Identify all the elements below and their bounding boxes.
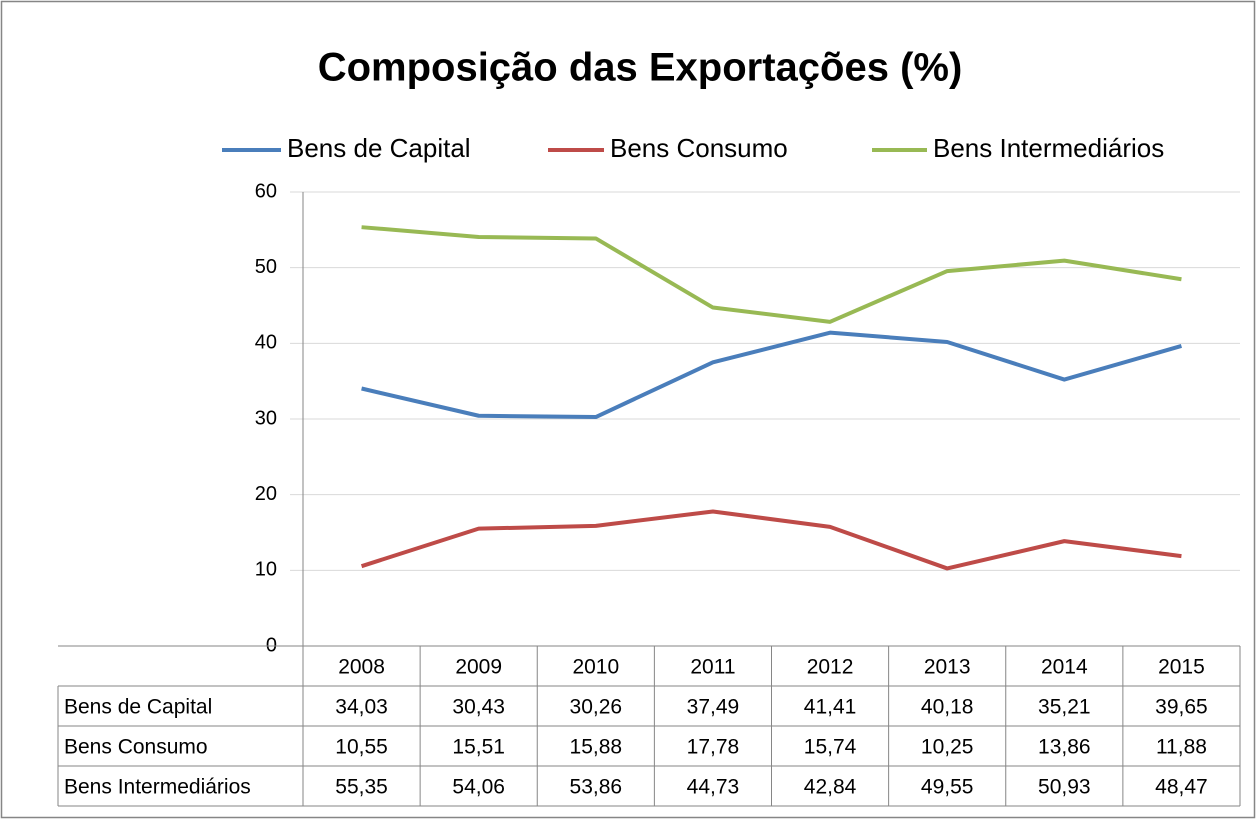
table-cell: 44,73	[687, 776, 740, 799]
table-cell: 11,88	[1156, 736, 1207, 759]
y-tick-label: 50	[255, 256, 277, 278]
row-label: Bens de Capital	[64, 696, 212, 719]
x-tick-label: 2014	[1041, 656, 1088, 679]
x-tick-label: 2011	[690, 656, 735, 679]
y-tick-label: 30	[255, 407, 277, 429]
table-cell: 55,35	[335, 776, 388, 799]
y-tick-label: 20	[255, 483, 277, 505]
table-cell: 54,06	[452, 776, 505, 799]
x-tick-label: 2008	[338, 656, 385, 679]
y-tick-label: 0	[266, 634, 277, 656]
table-cell: 39,65	[1155, 696, 1208, 719]
x-tick-label: 2012	[807, 656, 854, 679]
table-cell: 13,86	[1038, 736, 1091, 759]
table-cell: 37,49	[687, 696, 740, 719]
table-cell: 10,25	[921, 736, 974, 759]
y-tick-label: 10	[255, 559, 277, 581]
table-cell: 15,74	[804, 736, 857, 759]
series-line	[361, 225, 1182, 324]
y-tick-label: 60	[255, 180, 277, 202]
table-cell: 30,26	[570, 696, 623, 719]
table-cell: 30,43	[452, 696, 505, 719]
x-tick-label: 2015	[1158, 656, 1205, 679]
table-cell: 40,18	[921, 696, 974, 719]
table-cell: 35,21	[1038, 696, 1091, 719]
table-cell: 49,55	[921, 776, 974, 799]
table-cell: 50,93	[1038, 776, 1091, 799]
table-cell: 10,55	[335, 736, 388, 759]
table-cell: 34,03	[335, 696, 388, 719]
legend-label: Bens Consumo	[610, 133, 788, 163]
series-line	[361, 330, 1182, 420]
chart-title: Composição das Exportações (%)	[318, 46, 963, 90]
series-line	[360, 509, 1182, 571]
table-cell: 48,47	[1155, 776, 1208, 799]
table-cell: 15,51	[452, 736, 505, 759]
x-tick-label: 2009	[455, 656, 502, 679]
row-label: Bens Consumo	[64, 736, 208, 759]
table-cell: 53,86	[570, 776, 623, 799]
x-tick-label: 2010	[572, 656, 619, 679]
table-cell: 17,78	[687, 736, 740, 759]
legend-label: Bens de Capital	[287, 133, 471, 163]
legend-label: Bens Intermediários	[933, 133, 1164, 163]
table-cell: 15,88	[570, 736, 623, 759]
y-tick-label: 40	[255, 332, 277, 354]
table-cell: 42,84	[804, 776, 857, 799]
table-cell: 41,41	[804, 696, 857, 719]
x-tick-label: 2013	[924, 656, 971, 679]
row-label: Bens Intermediários	[64, 776, 251, 799]
